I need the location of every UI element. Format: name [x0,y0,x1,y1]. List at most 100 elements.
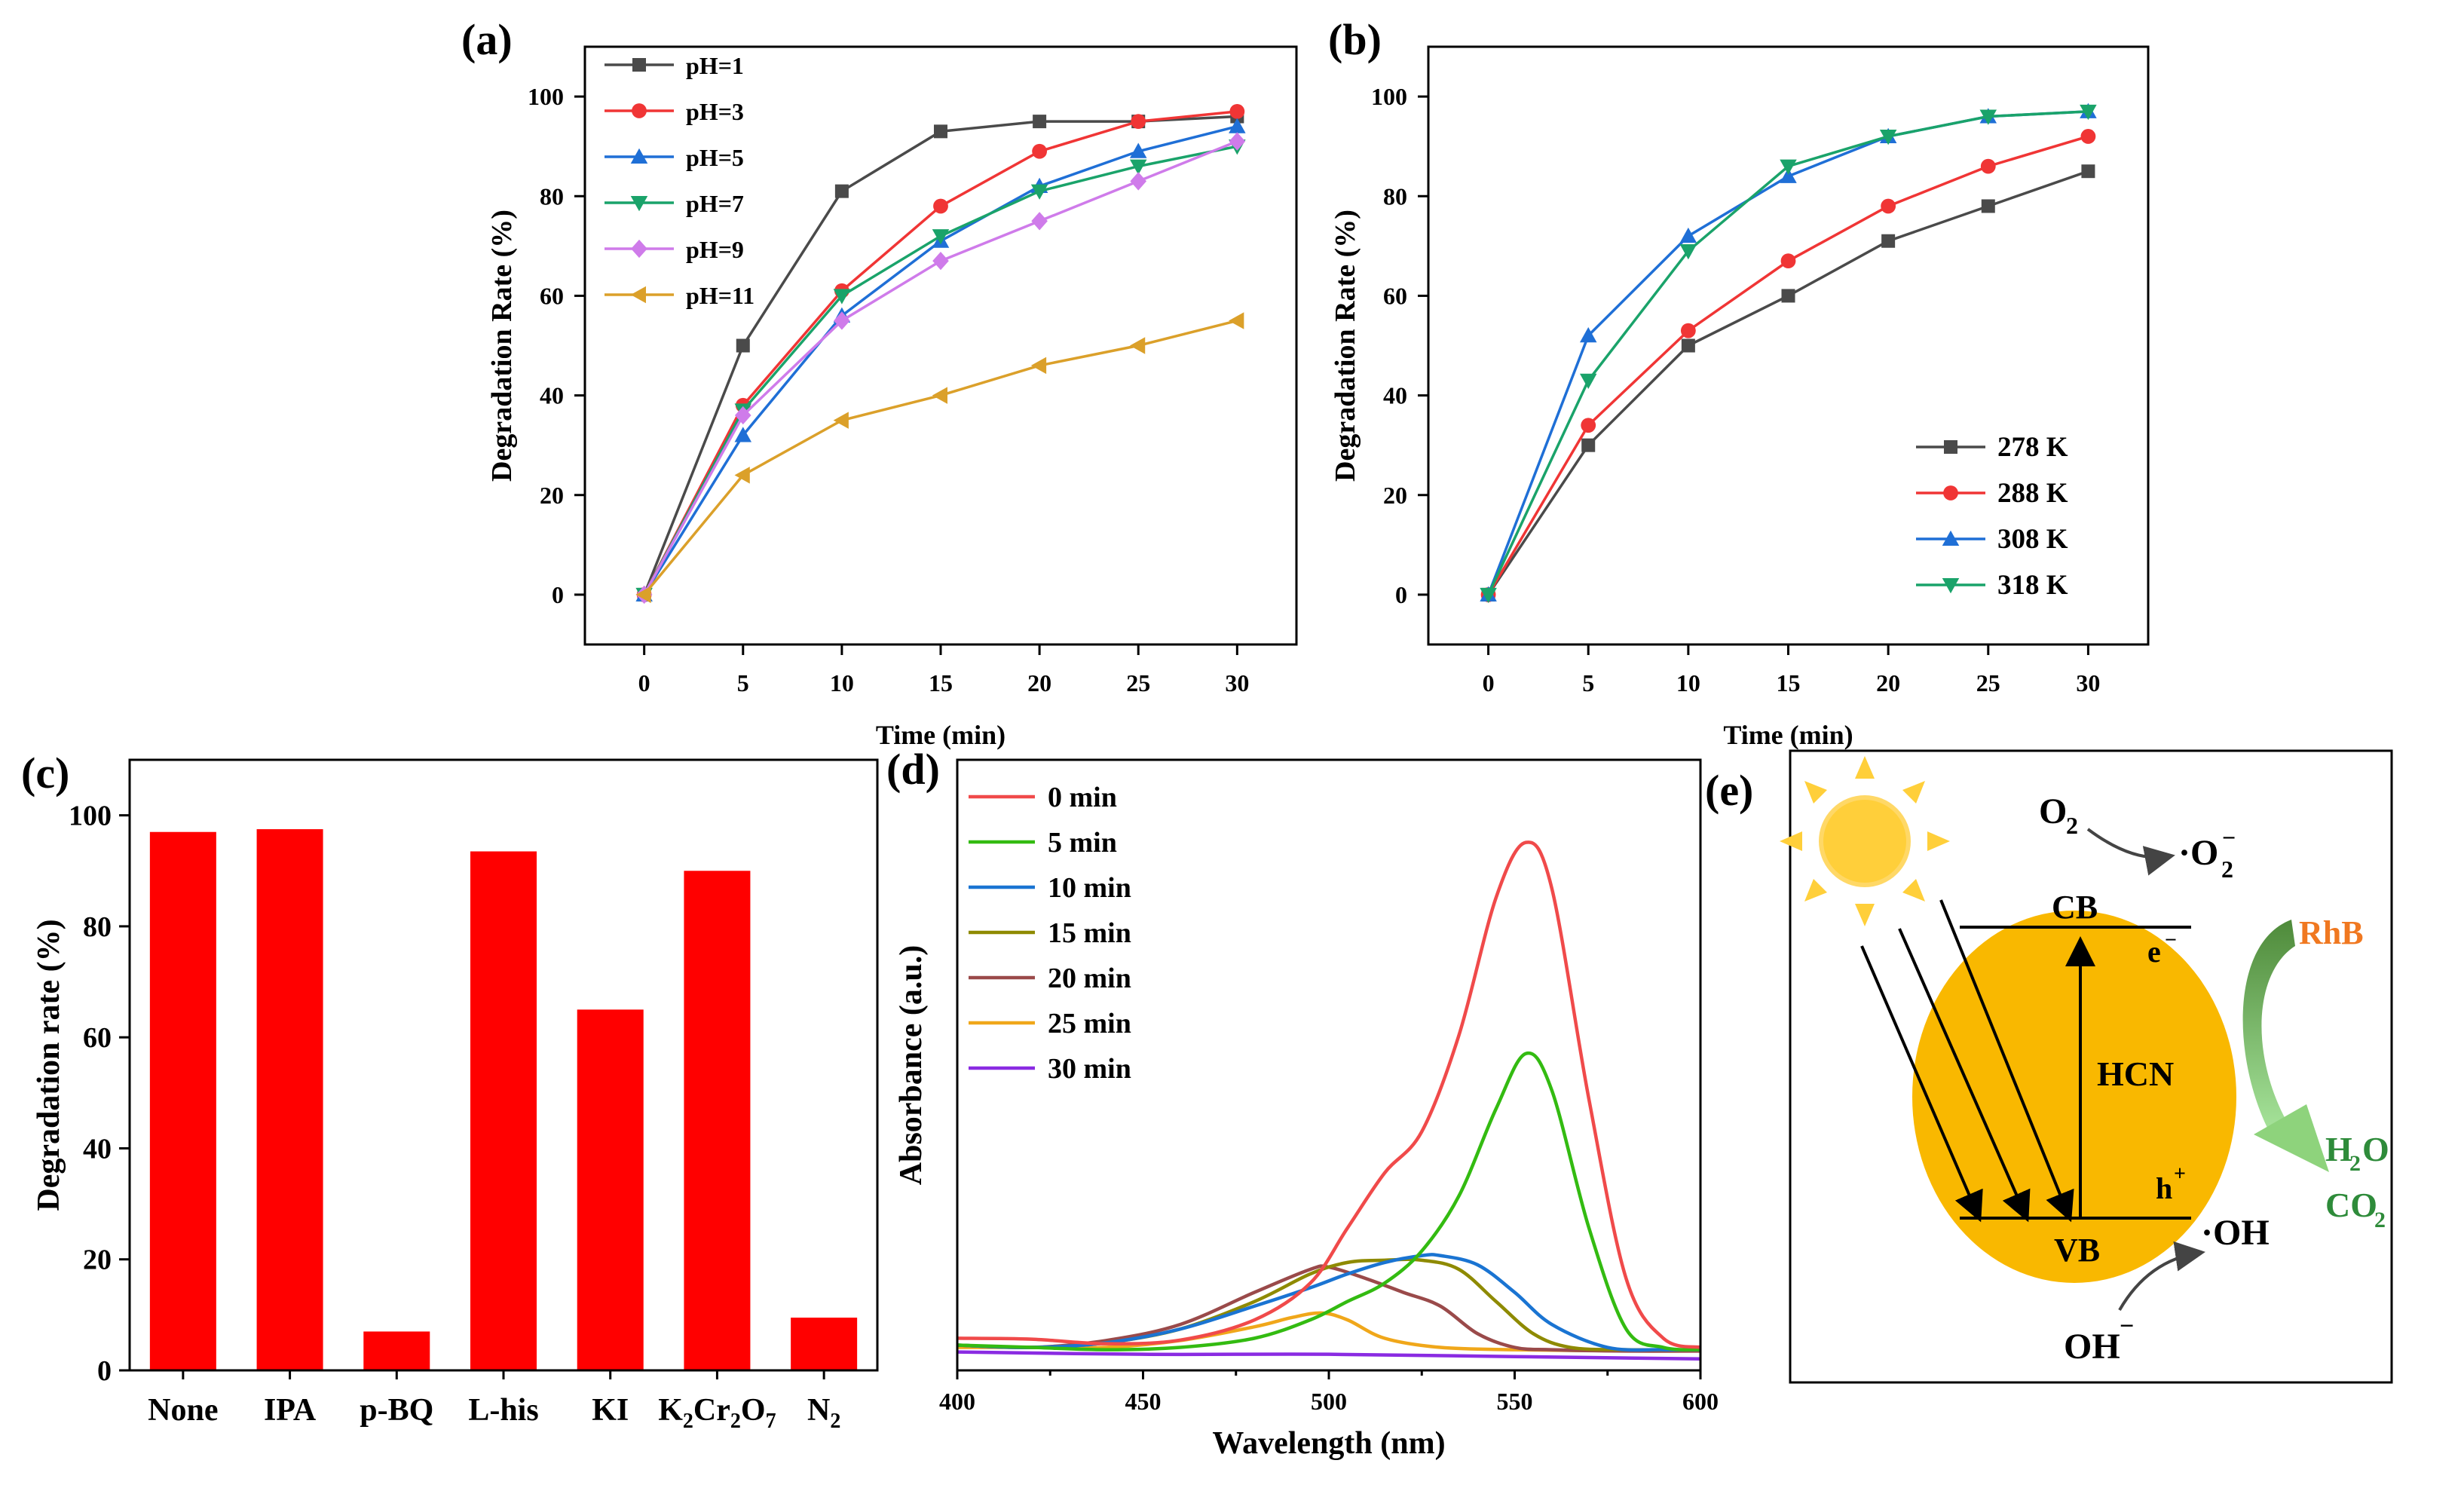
diagram-frame [1789,749,2393,1384]
legend-label: 5 min [1048,827,1117,859]
data-point [1780,159,1797,175]
bar [791,1318,858,1370]
legend-label: pH=5 [686,144,744,171]
hcn-particle [1912,911,2236,1283]
x-tick-label: KI [592,1393,629,1428]
y-tick-label: 80 [1383,182,1407,210]
x-tick-label: 0 [1483,669,1495,696]
data-point [1680,323,1696,338]
x-tick-label-part: Cr [693,1393,730,1428]
legend-marker [1942,530,1960,546]
data-point [1229,312,1244,329]
x-tick-label: 25 [1976,669,2000,696]
legend-label: pH=3 [686,98,744,125]
series-line [643,110,1238,595]
h2o-label: H 2 O [2325,1130,2389,1176]
data-point [635,586,651,604]
data-point [833,289,851,305]
y-tick-label: 40 [540,382,564,409]
legend-label: 318 K [1997,570,2068,601]
legend-label: pH=7 [686,190,744,217]
chart-a-plot: 0 5 10 15 20 25 30 0 20 40 60 80 100 Time (min) Degrad… [486,45,1298,750]
data-point [1981,199,1995,213]
x-tick-label: 0 [638,669,650,696]
svg-text:2: 2 [2349,1151,2361,1176]
rhb-arrow [2242,920,2295,1131]
oh-arrow [2118,1241,2205,1311]
legend-label: 288 K [1997,478,2068,509]
hcn-label: HCN [2097,1055,2174,1093]
bar [149,831,216,1370]
data-point [1579,373,1597,390]
svg-text:−: − [2120,1312,2134,1340]
legend-marker [630,148,648,164]
series-line [1486,110,2089,595]
y-tick-label: 80 [540,182,564,210]
x-tick-label: 550 [1497,1388,1533,1415]
legend-label: 0 min [1048,782,1117,813]
svg-text:·O: ·O [2178,833,2218,873]
co2-label: CO 2 [2325,1186,2386,1232]
series-line [643,115,1238,595]
legend-marker [630,196,648,212]
data-point [834,184,849,198]
data-point [2080,129,2096,144]
o2-arrow [2086,828,2175,876]
bar [684,871,751,1370]
legend-label: 30 min [1048,1053,1131,1085]
spectrum-line [957,1051,1701,1352]
spectrum-line [957,1264,1701,1353]
y-tick-label: 80 [83,911,112,943]
data-point [934,124,947,139]
panel-e: (e) [1705,749,2393,1384]
legend-label: 25 min [1048,1008,1131,1039]
y-axis-label: Degradation Rate (%) [486,210,518,482]
x-tick-label: 500 [1311,1388,1347,1415]
svg-text:CO: CO [2325,1186,2377,1224]
hydroxyl-label: ·OH [2201,1213,2270,1253]
svg-text:−: − [2222,824,2236,851]
panel-a: (a) 0 5 10 15 20 25 30 0 20 40 60 80 100 Time (min) De… [461,15,1298,750]
legend-marker [632,103,647,118]
y-tick-label: 60 [540,282,564,309]
data-point [736,338,750,353]
data-point [932,229,950,245]
data-point [932,387,947,404]
y-tick-label: 0 [97,1355,112,1387]
x-tick-label: 30 [1225,669,1249,696]
data-point [734,467,750,484]
panel-label-b: (b) [1328,15,1382,64]
x-tick-label-part: O [741,1393,766,1428]
x-tick-label: 15 [929,669,953,696]
data-point [1129,159,1147,175]
svg-text:O: O [2039,791,2067,831]
data-point [1581,418,1596,433]
data-point [1129,142,1147,158]
legend-marker [1942,578,1960,594]
x-tick-label: p-BQ [360,1393,433,1428]
x-tick-label: 20 [1027,669,1051,696]
x-tick-label-part: N [807,1393,830,1428]
data-point [1229,104,1245,119]
y-tick-label: 20 [1383,482,1407,509]
x-tick-label: 25 [1126,669,1150,696]
legend-label: 278 K [1997,432,2068,463]
panel-label-c: (c) [21,748,69,797]
data-point [1033,115,1047,129]
plot-frame [1427,45,2150,646]
panel-b: (b) 0 5 10 15 20 25 30 0 20 40 60 80 100 Time (min) De… [1328,15,2150,750]
x-tick-label: 600 [1682,1388,1719,1415]
data-point [1979,109,1997,125]
legend-label: 15 min [1048,917,1131,949]
legend-label: 20 min [1048,963,1131,994]
y-tick-label: 60 [1383,282,1407,309]
data-point [1229,132,1246,151]
o2-label: O 2 [2039,791,2078,839]
x-axis-label: Time (min) [1723,720,1853,750]
data-point [1130,172,1147,191]
data-point [1229,118,1246,133]
series-line [643,319,1238,596]
data-point [2080,104,2097,121]
light-rays [1860,899,2074,1223]
svg-text:−: − [2165,929,2177,952]
